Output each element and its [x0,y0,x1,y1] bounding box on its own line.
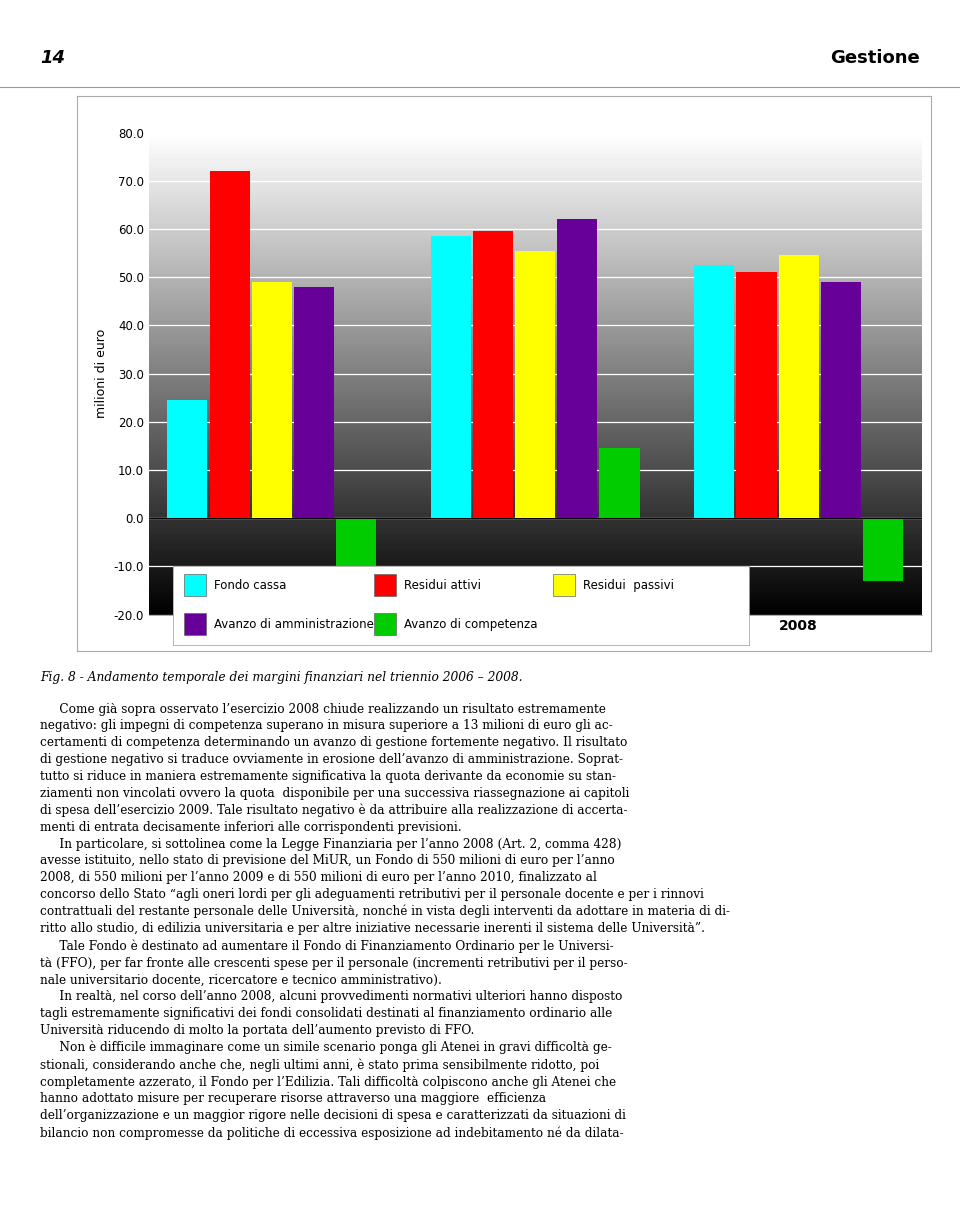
Text: Gestione: Gestione [830,49,920,66]
Bar [736,272,777,518]
Bar [167,400,207,518]
Bar [863,518,903,581]
Bar [209,171,250,518]
Bar [694,265,734,518]
Bar [374,575,396,596]
Bar [558,219,597,518]
Text: Fig. 8 - Andamento temporale dei margini finanziari nel triennio 2006 – 2008.: Fig. 8 - Andamento temporale dei margini… [40,671,523,683]
Text: 14: 14 [40,49,65,66]
Bar [599,448,639,518]
Bar [184,575,206,596]
Bar [779,255,819,518]
Text: Come già sopra osservato l’esercizio 2008 chiude realizzando un risultato estrem: Come già sopra osservato l’esercizio 200… [40,703,731,1140]
Bar [779,255,819,518]
Bar [184,613,206,635]
Bar [599,448,639,518]
Bar [209,171,250,518]
Bar [553,575,575,596]
Y-axis label: milioni di euro: milioni di euro [95,329,108,418]
Text: Avanzo di competenza: Avanzo di competenza [404,618,538,630]
Bar [252,282,292,518]
Bar [252,282,292,518]
Bar [473,231,513,518]
Bar [473,231,513,518]
Text: Fondo cassa: Fondo cassa [214,578,287,592]
Bar [167,400,207,518]
Bar [863,518,903,581]
Bar [516,251,555,518]
Bar [431,236,471,518]
Text: Avanzo di amministrazione: Avanzo di amministrazione [214,618,374,630]
Bar [336,518,376,571]
Bar [431,236,471,518]
Bar [736,272,777,518]
Bar [294,287,334,518]
Bar [821,282,861,518]
Bar [516,251,555,518]
Bar [694,265,734,518]
Bar [294,287,334,518]
Text: Residui  passivi: Residui passivi [583,578,674,592]
Bar [374,613,396,635]
Bar [558,219,597,518]
Bar [821,282,861,518]
Text: Residui attivi: Residui attivi [404,578,481,592]
Bar [336,518,376,571]
